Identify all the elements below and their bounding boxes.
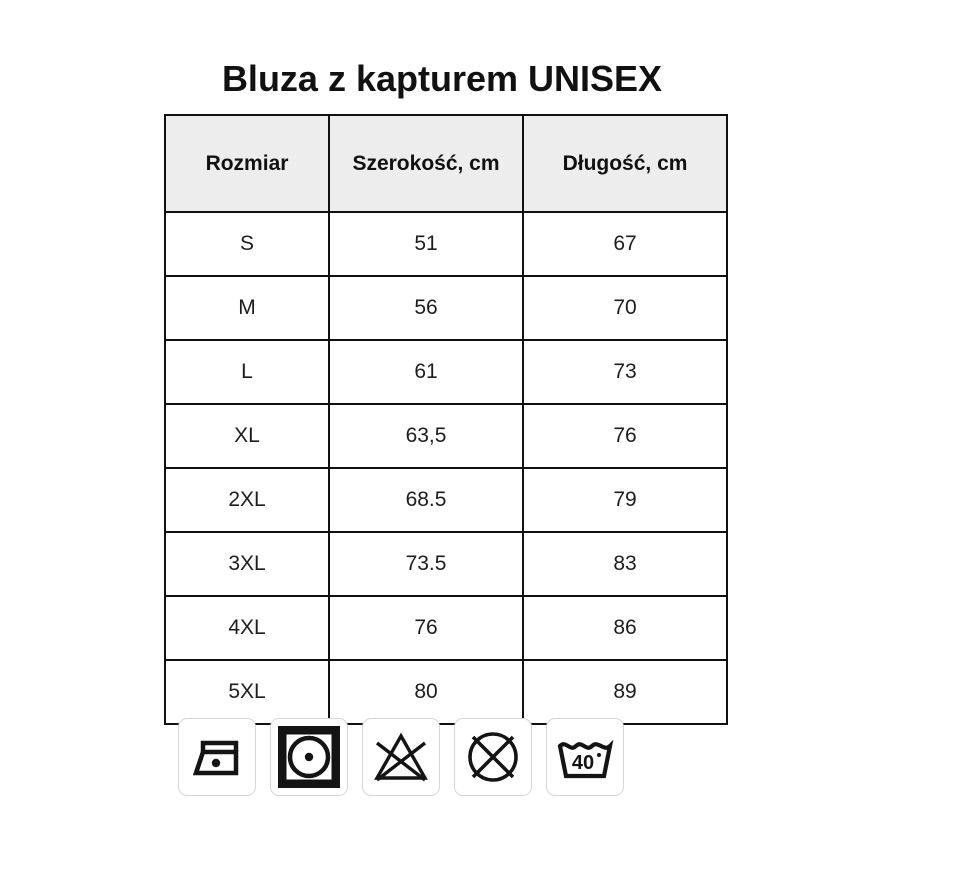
cell-width: 76 (328, 595, 524, 661)
cell-size: 5XL (164, 659, 330, 725)
wash-temperature-label: 40 (572, 752, 594, 774)
cell-size: S (164, 211, 330, 277)
cell-width: 73.5 (328, 531, 524, 597)
cell-size: M (164, 275, 330, 341)
table-row: 2XL 68.5 79 (164, 467, 728, 533)
column-header-width: Szerokość, cm (328, 114, 524, 213)
cell-length: 70 (522, 275, 728, 341)
size-table-body: S 51 67 M 56 70 L 61 73 XL 63,5 76 2XL 6 (164, 211, 728, 725)
table-row: XL 63,5 76 (164, 403, 728, 469)
tumble-dry-icon (270, 718, 348, 796)
cell-size: 3XL (164, 531, 330, 597)
cell-length: 83 (522, 531, 728, 597)
cell-size: XL (164, 403, 330, 469)
cell-length: 76 (522, 403, 728, 469)
cell-size: 2XL (164, 467, 330, 533)
iron-low-heat-icon (178, 718, 256, 796)
do-not-dry-clean-icon (454, 718, 532, 796)
cell-size: 4XL (164, 595, 330, 661)
cell-width: 63,5 (328, 403, 524, 469)
table-row: 5XL 80 89 (164, 659, 728, 725)
page-title: Bluza z kapturem UNISEX (221, 58, 663, 99)
do-not-bleach-icon (362, 718, 440, 796)
table-row: 3XL 73.5 83 (164, 531, 728, 597)
cell-length: 89 (522, 659, 728, 725)
cell-length: 73 (522, 339, 728, 405)
cell-width: 56 (328, 275, 524, 341)
cell-width: 61 (328, 339, 524, 405)
cell-length: 86 (522, 595, 728, 661)
table-header-row: Rozmiar Szerokość, cm Długość, cm (164, 114, 728, 213)
cell-width: 51 (328, 211, 524, 277)
table-row: S 51 67 (164, 211, 728, 277)
cell-length: 79 (522, 467, 728, 533)
size-table-header: Rozmiar Szerokość, cm Długość, cm (164, 114, 728, 213)
table-row: L 61 73 (164, 339, 728, 405)
size-table: Rozmiar Szerokość, cm Długość, cm S 51 6… (164, 114, 728, 725)
care-symbols-row: 40 (178, 718, 624, 796)
column-header-length: Długość, cm (522, 114, 728, 213)
cell-width: 80 (328, 659, 524, 725)
cell-size: L (164, 339, 330, 405)
table-row: M 56 70 (164, 275, 728, 341)
table-row: 4XL 76 86 (164, 595, 728, 661)
cell-length: 67 (522, 211, 728, 277)
column-header-size: Rozmiar (164, 114, 330, 213)
cell-width: 68.5 (328, 467, 524, 533)
wash-40-icon: 40 (546, 718, 624, 796)
